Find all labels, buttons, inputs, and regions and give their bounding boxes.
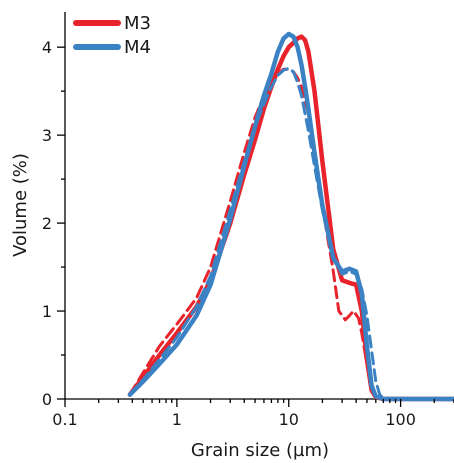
y-tick-label: 3 — [42, 126, 52, 145]
y-ticks: 0 1 2 3 4 — [42, 38, 65, 409]
y-tick-label: 2 — [42, 214, 52, 233]
y-tick-label: 0 — [42, 390, 52, 409]
series-m4-dashed — [128, 66, 454, 401]
x-tick-label: 0.1 — [52, 410, 77, 429]
y-tick-label: 4 — [42, 38, 52, 57]
y-tick-label: 1 — [42, 302, 52, 321]
legend: M3 M4 — [73, 13, 151, 58]
legend-label-m4: M4 — [124, 37, 151, 58]
x-axis-title: Grain size (µm) — [191, 440, 329, 461]
series-layer — [127, 31, 454, 402]
legend-label-m3: M3 — [124, 13, 151, 34]
x-ticks: 0.1 1 10 100 — [52, 399, 454, 429]
plot-area: 0.1 1 10 100 0 1 2 3 4 — [42, 12, 454, 429]
x-tick-label: 10 — [279, 410, 299, 429]
x-tick-label: 1 — [172, 410, 182, 429]
y-axis-title: Volume (%) — [10, 153, 31, 257]
x-tick-label: 100 — [385, 410, 416, 429]
series-m4 — [127, 31, 454, 402]
series-m3-dashed — [128, 67, 454, 401]
